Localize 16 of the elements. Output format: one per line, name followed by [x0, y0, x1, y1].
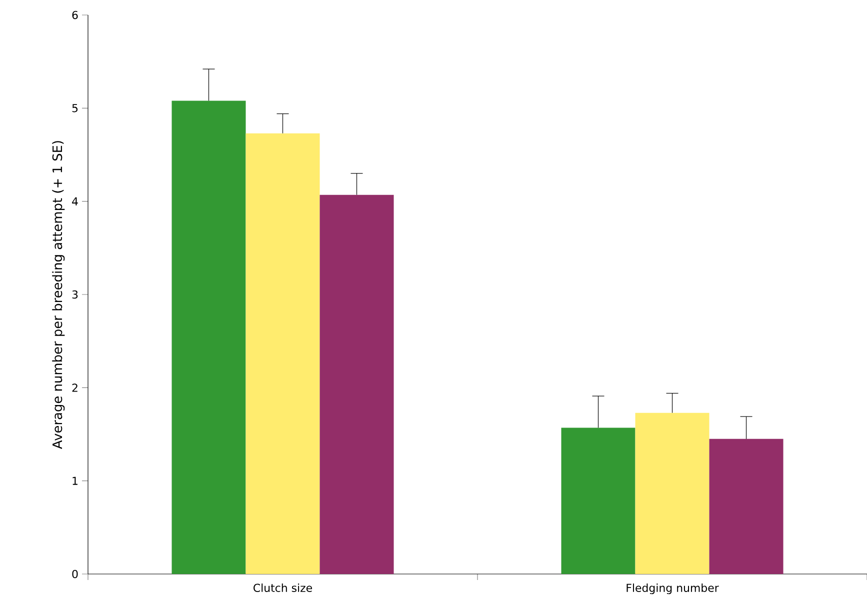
bar	[709, 438, 784, 574]
y-tick-label: 5	[72, 104, 78, 112]
bar	[635, 412, 710, 574]
bar	[320, 194, 394, 574]
y-tick-label: 2	[72, 384, 78, 392]
y-axis-title: Average number per breeding attempt (+ 1 SE)	[52, 141, 65, 449]
bar	[246, 133, 320, 574]
bar	[172, 100, 246, 574]
y-tick-label: 1	[72, 476, 78, 485]
x-tick-label: Fledging number	[626, 584, 719, 594]
bar	[561, 428, 636, 574]
y-tick-label: 6	[72, 10, 78, 20]
x-tick-label: Clutch size	[254, 584, 312, 592]
y-tick-label: 4	[72, 197, 78, 206]
y-tick-label: 0	[72, 570, 78, 578]
y-tick-label: 3	[72, 290, 78, 299]
